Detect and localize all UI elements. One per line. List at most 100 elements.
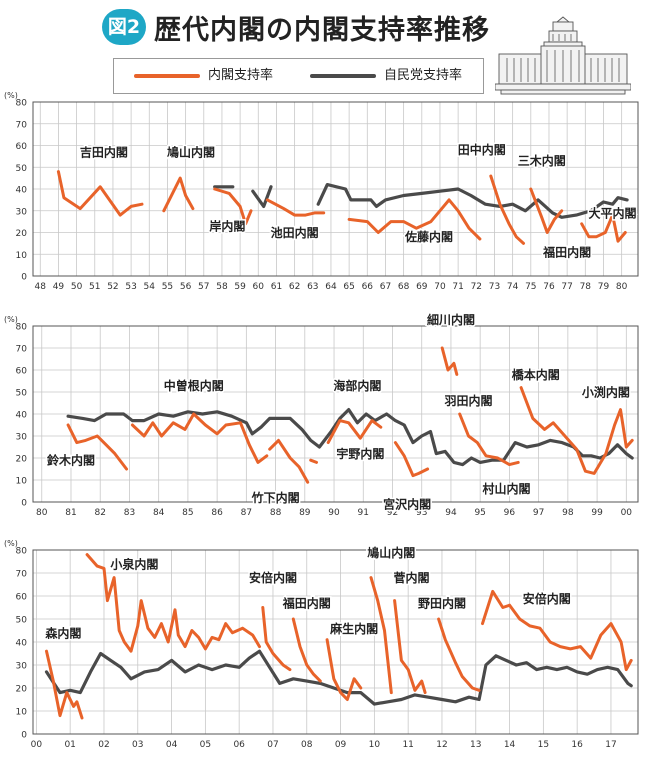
x-tick-label: 58	[216, 282, 228, 292]
ldp-support-line	[66, 408, 634, 467]
figure-badge: 図2	[102, 9, 146, 45]
x-tick-label: 64	[325, 282, 337, 292]
x-tick-label: 94	[445, 508, 457, 518]
plot-border	[32, 549, 639, 735]
y-tick-label: 60	[16, 593, 28, 603]
ldp-support-line	[316, 183, 629, 219]
cabinet-approval-line	[265, 198, 326, 217]
x-tick-label: 61	[271, 282, 282, 292]
cabinet-approval-line	[489, 174, 525, 245]
y-tick-label: 80	[16, 547, 28, 557]
x-tick-label: 52	[107, 282, 118, 292]
y-tick-label: 70	[16, 345, 28, 355]
x-tick-label: 07	[267, 740, 278, 750]
x-tick-label: 05	[200, 740, 211, 750]
cabinet-name-label: 福田内閣	[282, 596, 331, 611]
x-tick-label: 17	[605, 740, 616, 750]
x-tick-label: 08	[301, 740, 313, 750]
cabinet-name-label: 三木内閣	[518, 153, 566, 168]
chart-1948-1980: 0 10 20 30 40 50 60 70 80 48 49 50 51 52 53 54 55 56 57 58 5…	[0, 86, 650, 296]
x-tick-label: 84	[153, 508, 165, 518]
legend-cabinet-label: 内閣支持率	[208, 68, 274, 83]
y-tick-label: 50	[16, 389, 28, 399]
cabinet-name-label: 海部内閣	[333, 378, 381, 393]
y-tick-label: 40	[16, 186, 28, 196]
x-tick-label: 00	[621, 508, 633, 518]
x-tick-label: 99	[591, 508, 603, 518]
x-tick-label: 77	[561, 282, 572, 292]
cabinet-name-label: 佐藤内閣	[404, 229, 453, 244]
plot-border	[32, 325, 639, 503]
x-tick-label: 69	[416, 282, 428, 292]
cabinet-name-label: 鳩山内閣	[367, 545, 415, 560]
x-tick-label: 71	[452, 282, 463, 292]
y-tick-label: 30	[16, 662, 28, 672]
cabinet-approval-line	[393, 599, 427, 695]
cabinet-name-label: 大平内閣	[589, 205, 637, 220]
x-tick-label: 93	[416, 508, 427, 518]
cabinet-name-label: 小渕内閣	[582, 384, 630, 399]
x-tick-label: 15	[538, 740, 549, 750]
cabinet-approval-line	[481, 589, 633, 672]
x-tick-label: 03	[132, 740, 143, 750]
cabinet-name-label: 竹下内閣	[251, 490, 300, 505]
cabinet-approval-line	[261, 606, 292, 672]
cabinet-name-label: 野田内閣	[418, 596, 466, 611]
y-tick-label: 40	[16, 639, 28, 649]
y-tick-label: 50	[16, 164, 28, 174]
x-tick-label: 51	[89, 282, 100, 292]
chart-1980-2000-svg: 0 10 20 30 40 50 60 70 80 80 81 82 83 84 85 86 87 88 89 90 9…	[4, 310, 639, 518]
x-tick-label: 67	[380, 282, 391, 292]
x-tick-label: 49	[53, 282, 65, 292]
x-tick-label: 91	[358, 508, 369, 518]
x-tick-label: 83	[124, 508, 135, 518]
x-tick-label: 06	[233, 740, 245, 750]
y-tick-label: 0	[21, 273, 27, 283]
y-tick-label: 10	[16, 251, 28, 261]
x-tick-label: 72	[471, 282, 482, 292]
x-tick-label: 97	[533, 508, 544, 518]
y-unit-label: (%)	[4, 91, 18, 100]
cabinet-approval-line	[291, 617, 322, 683]
cabinet-name-label: 羽田内閣	[444, 393, 492, 408]
cabinet-approval-line	[440, 346, 459, 376]
x-tick-label: 68	[398, 282, 410, 292]
x-tick-label: 63	[307, 282, 318, 292]
x-tick-label: 62	[289, 282, 300, 292]
chart-2000-2017: 0 10 20 30 40 50 60 70 80 00 01 02 03 04 05 06 07 08 09 10 1…	[0, 532, 650, 768]
cabinet-name-label: 細川内閣	[427, 312, 475, 327]
chart-2000-2017-svg: 0 10 20 30 40 50 60 70 80 00 01 02 03 04 05 06 07 08 09 10 1…	[4, 539, 639, 750]
cabinet-name-label: 小泉内閣	[110, 556, 158, 571]
cabinet-approval-line	[529, 187, 564, 234]
legend-cabinet-line	[134, 74, 200, 78]
x-tick-label: 78	[580, 282, 592, 292]
cabinet-name-label: 中曽根内閣	[164, 378, 224, 393]
y-tick-label: 80	[16, 323, 28, 333]
x-tick-label: 90	[328, 508, 340, 518]
x-tick-label: 86	[211, 508, 223, 518]
x-tick-label: 02	[98, 740, 109, 750]
x-tick-label: 60	[253, 282, 265, 292]
cabinet-name-label: 鳩山内閣	[167, 144, 215, 159]
x-tick-label: 53	[125, 282, 136, 292]
x-tick-label: 12	[436, 740, 447, 750]
x-tick-label: 70	[434, 282, 446, 292]
cabinet-approval-line	[325, 638, 363, 701]
x-tick-label: 14	[504, 740, 516, 750]
y-tick-label: 0	[21, 499, 27, 509]
x-tick-label: 81	[65, 508, 76, 518]
x-tick-label: 57	[198, 282, 209, 292]
x-tick-label: 13	[470, 740, 481, 750]
x-tick-label: 56	[180, 282, 192, 292]
cabinet-name-label: 森内閣	[45, 625, 81, 640]
y-unit-label: (%)	[4, 315, 18, 324]
page-title: 歴代内閣の内閣支持率推移	[154, 15, 490, 46]
y-tick-label: 20	[16, 455, 28, 465]
cabinet-approval-line	[66, 423, 128, 471]
x-tick-label: 92	[387, 508, 398, 518]
cabinet-approval-line	[130, 412, 269, 464]
cabinet-name-label: 鈴木内閣	[47, 453, 95, 468]
cabinet-approval-line	[393, 441, 430, 478]
cabinet-name-label: 橋本内閣	[512, 367, 560, 382]
x-tick-label: 74	[507, 282, 519, 292]
